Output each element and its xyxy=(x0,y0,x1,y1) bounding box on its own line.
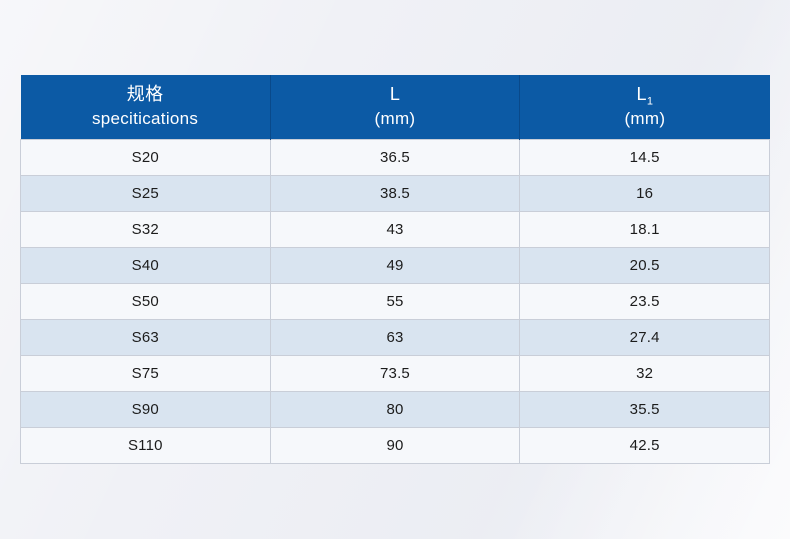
cell-l1-value: 16 xyxy=(519,174,770,212)
col-header-spec-en: specitications xyxy=(91,109,199,129)
cell-l-value: 43 xyxy=(269,210,521,248)
col-header-l: L (mm) xyxy=(270,75,521,139)
cell-specification: S75 xyxy=(20,354,271,392)
cell-l1-value: 18.1 xyxy=(519,210,770,248)
table-row: S63 63 27.4 xyxy=(20,318,770,356)
cell-l-value: 73.5 xyxy=(269,354,521,392)
table-row: S110 90 42.5 xyxy=(20,426,770,464)
cell-l1-value: 20.5 xyxy=(519,246,770,284)
cell-specification: S50 xyxy=(20,282,271,320)
col-header-spec-cn: 规格 xyxy=(126,84,164,105)
cell-l1-value: 32 xyxy=(519,354,770,392)
cell-specification: S40 xyxy=(20,246,271,284)
col-header-specifications: 规格 specitications xyxy=(20,75,271,139)
cell-l-value: 49 xyxy=(269,246,521,284)
cell-specification: S32 xyxy=(20,210,271,248)
cell-specification: S110 xyxy=(20,426,271,464)
header-row: 规格 specitications L (mm) L1 (mm) xyxy=(20,75,770,139)
table-row: S20 36.5 14.5 xyxy=(20,138,770,176)
cell-l1-value: 42.5 xyxy=(519,426,770,464)
cell-l1-value: 27.4 xyxy=(519,318,770,356)
table-row: S25 38.5 16 xyxy=(20,174,770,212)
cell-specification: S90 xyxy=(20,390,271,428)
table-row: S32 43 18.1 xyxy=(20,210,770,248)
cell-l-value: 90 xyxy=(269,426,521,464)
cell-specification: S20 xyxy=(20,138,271,176)
table-header: 规格 specitications L (mm) L1 (mm) xyxy=(20,75,770,139)
cell-l1-value: 14.5 xyxy=(519,138,770,176)
col-header-l1-unit: (mm) xyxy=(624,109,666,129)
table-row: S50 55 23.5 xyxy=(20,282,770,320)
col-header-l-symbol: L xyxy=(389,84,401,105)
cell-specification: S63 xyxy=(20,318,271,356)
specifications-table: 规格 specitications L (mm) L1 (mm) S20 36.… xyxy=(20,75,770,464)
cell-l1-value: 35.5 xyxy=(519,390,770,428)
table-body: S20 36.5 14.5 S25 38.5 16 S32 43 18.1 S4… xyxy=(20,138,770,464)
cell-specification: S25 xyxy=(20,174,271,212)
cell-l1-value: 23.5 xyxy=(519,282,770,320)
table-row: S75 73.5 32 xyxy=(20,354,770,392)
col-header-l-unit: (mm) xyxy=(374,109,416,129)
col-header-l1: L1 (mm) xyxy=(519,75,770,139)
l1-symbol-main: L xyxy=(636,84,647,105)
cell-l-value: 55 xyxy=(269,282,521,320)
table-row: S40 49 20.5 xyxy=(20,246,770,284)
col-header-l1-symbol: L1 xyxy=(520,81,769,107)
cell-l-value: 36.5 xyxy=(269,138,521,176)
l1-symbol-subscript: 1 xyxy=(646,95,654,108)
table-row: S90 80 35.5 xyxy=(20,390,770,428)
cell-l-value: 38.5 xyxy=(269,174,521,212)
cell-l-value: 63 xyxy=(269,318,521,356)
cell-l-value: 80 xyxy=(269,390,521,428)
